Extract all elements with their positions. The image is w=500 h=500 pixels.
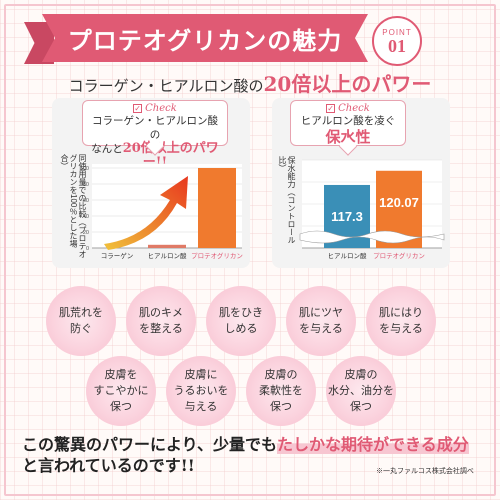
chart2-check: ✓ Check	[326, 103, 370, 114]
chart2-callout-line1: ヒアルロン酸を凌ぐ	[300, 115, 396, 127]
benefit-circle-2: 肌のキメ を整える	[126, 286, 196, 356]
benefit-circle-5: 肌にはり を与える	[366, 286, 436, 356]
chart1-tick-label: 100	[80, 166, 89, 172]
chart1-y-axis-label: 同使用量での比較（プロテオグリカンを100％とした場合）	[60, 154, 87, 258]
chart1-category-label: ヒアルロン酸	[148, 251, 187, 260]
chart2-plot: 117.3 120.07 ヒアルロン酸 プロテオグリカン	[299, 159, 445, 260]
chart2-value-label: 117.3	[331, 209, 363, 224]
benefit-circle-8: 皮膚の 柔軟性を 保つ	[246, 356, 316, 426]
chart2-value-label: 120.07	[379, 195, 419, 210]
chart1-tick-label: 0	[86, 246, 89, 252]
chart2-category-label: ヒアルロン酸	[328, 251, 367, 260]
footer-line1-prefix: この驚異のパワーにより、少量でも	[22, 435, 278, 454]
subtitle: コラーゲン・ヒアルロン酸の20倍以上のパワー	[0, 68, 500, 97]
chart-moisture-retention: ✓ Check ヒアルロン酸を凌ぐ 保水性 保水能力（コントロール比） 117.3…	[272, 98, 450, 268]
growth-arrow-icon	[104, 176, 188, 250]
chart-power-comparison: ✓ Check コラーゲン・ヒアルロン酸の なんと20倍以上のパワー!! 同使用量…	[52, 98, 250, 268]
chart1-bar	[148, 244, 186, 248]
footer-line2: と言われているのです!!	[22, 456, 195, 475]
chart1-tick-label: 20	[83, 230, 89, 236]
point-number: 01	[388, 35, 406, 56]
chart1-plot: 100 80 60 40 20 0 コラーゲン ヒアルロン酸 プロテオグリカン	[80, 164, 243, 260]
chart2-callout: ✓ Check ヒアルロン酸を凌ぐ 保水性	[290, 100, 406, 146]
chart2-y-axis-label: 保水能力（コントロール比）	[278, 156, 296, 244]
benefit-circle-9: 皮膚の 水分、油分を 保つ	[326, 356, 396, 426]
axis-break-wave	[299, 230, 445, 244]
benefit-circle-4: 肌にツヤ を与える	[286, 286, 356, 356]
chart1-tick-label: 60	[83, 198, 89, 204]
source-note: ※一丸ファルコス株式会社調べ	[376, 468, 474, 475]
chart1-category-label: コラーゲン	[101, 251, 134, 260]
footer-statement: この驚異のパワーにより、少量でもたしかな期待ができる成分 と言われているのです!…	[22, 434, 492, 476]
benefit-circle-7: 皮膚に うるおいを 与える	[166, 356, 236, 426]
chart1-tick-label: 40	[83, 214, 89, 220]
checkbox-icon: ✓	[133, 104, 143, 113]
page-frame	[4, 4, 496, 496]
point-badge: POINT 01	[372, 16, 422, 66]
chart2-category-label: プロテオグリカン	[373, 251, 425, 260]
benefit-circle-3: 肌をひき しめる	[206, 286, 276, 356]
chart1-bar	[198, 168, 236, 248]
chart1-tick-label: 80	[83, 182, 89, 188]
benefit-circle-1: 肌荒れを 防ぐ	[46, 286, 116, 356]
benefit-circle-6: 皮膚を すこやかに 保つ	[86, 356, 156, 426]
chart1-category-label: プロテオグリカン	[191, 251, 243, 260]
footer-highlight: たしかな期待ができる成分	[277, 435, 469, 454]
subtitle-prefix: コラーゲン・ヒアルロン酸の	[68, 77, 264, 95]
page-title: プロテオグリカンの魅力	[42, 14, 368, 62]
checkbox-icon: ✓	[326, 104, 336, 113]
chart1-check: ✓ Check	[133, 103, 177, 114]
chart1-callout-line1: コラーゲン・ヒアルロン酸の	[92, 115, 218, 141]
subtitle-highlight: 20倍以上のパワー	[263, 72, 432, 96]
point-label: POINT	[382, 27, 412, 37]
